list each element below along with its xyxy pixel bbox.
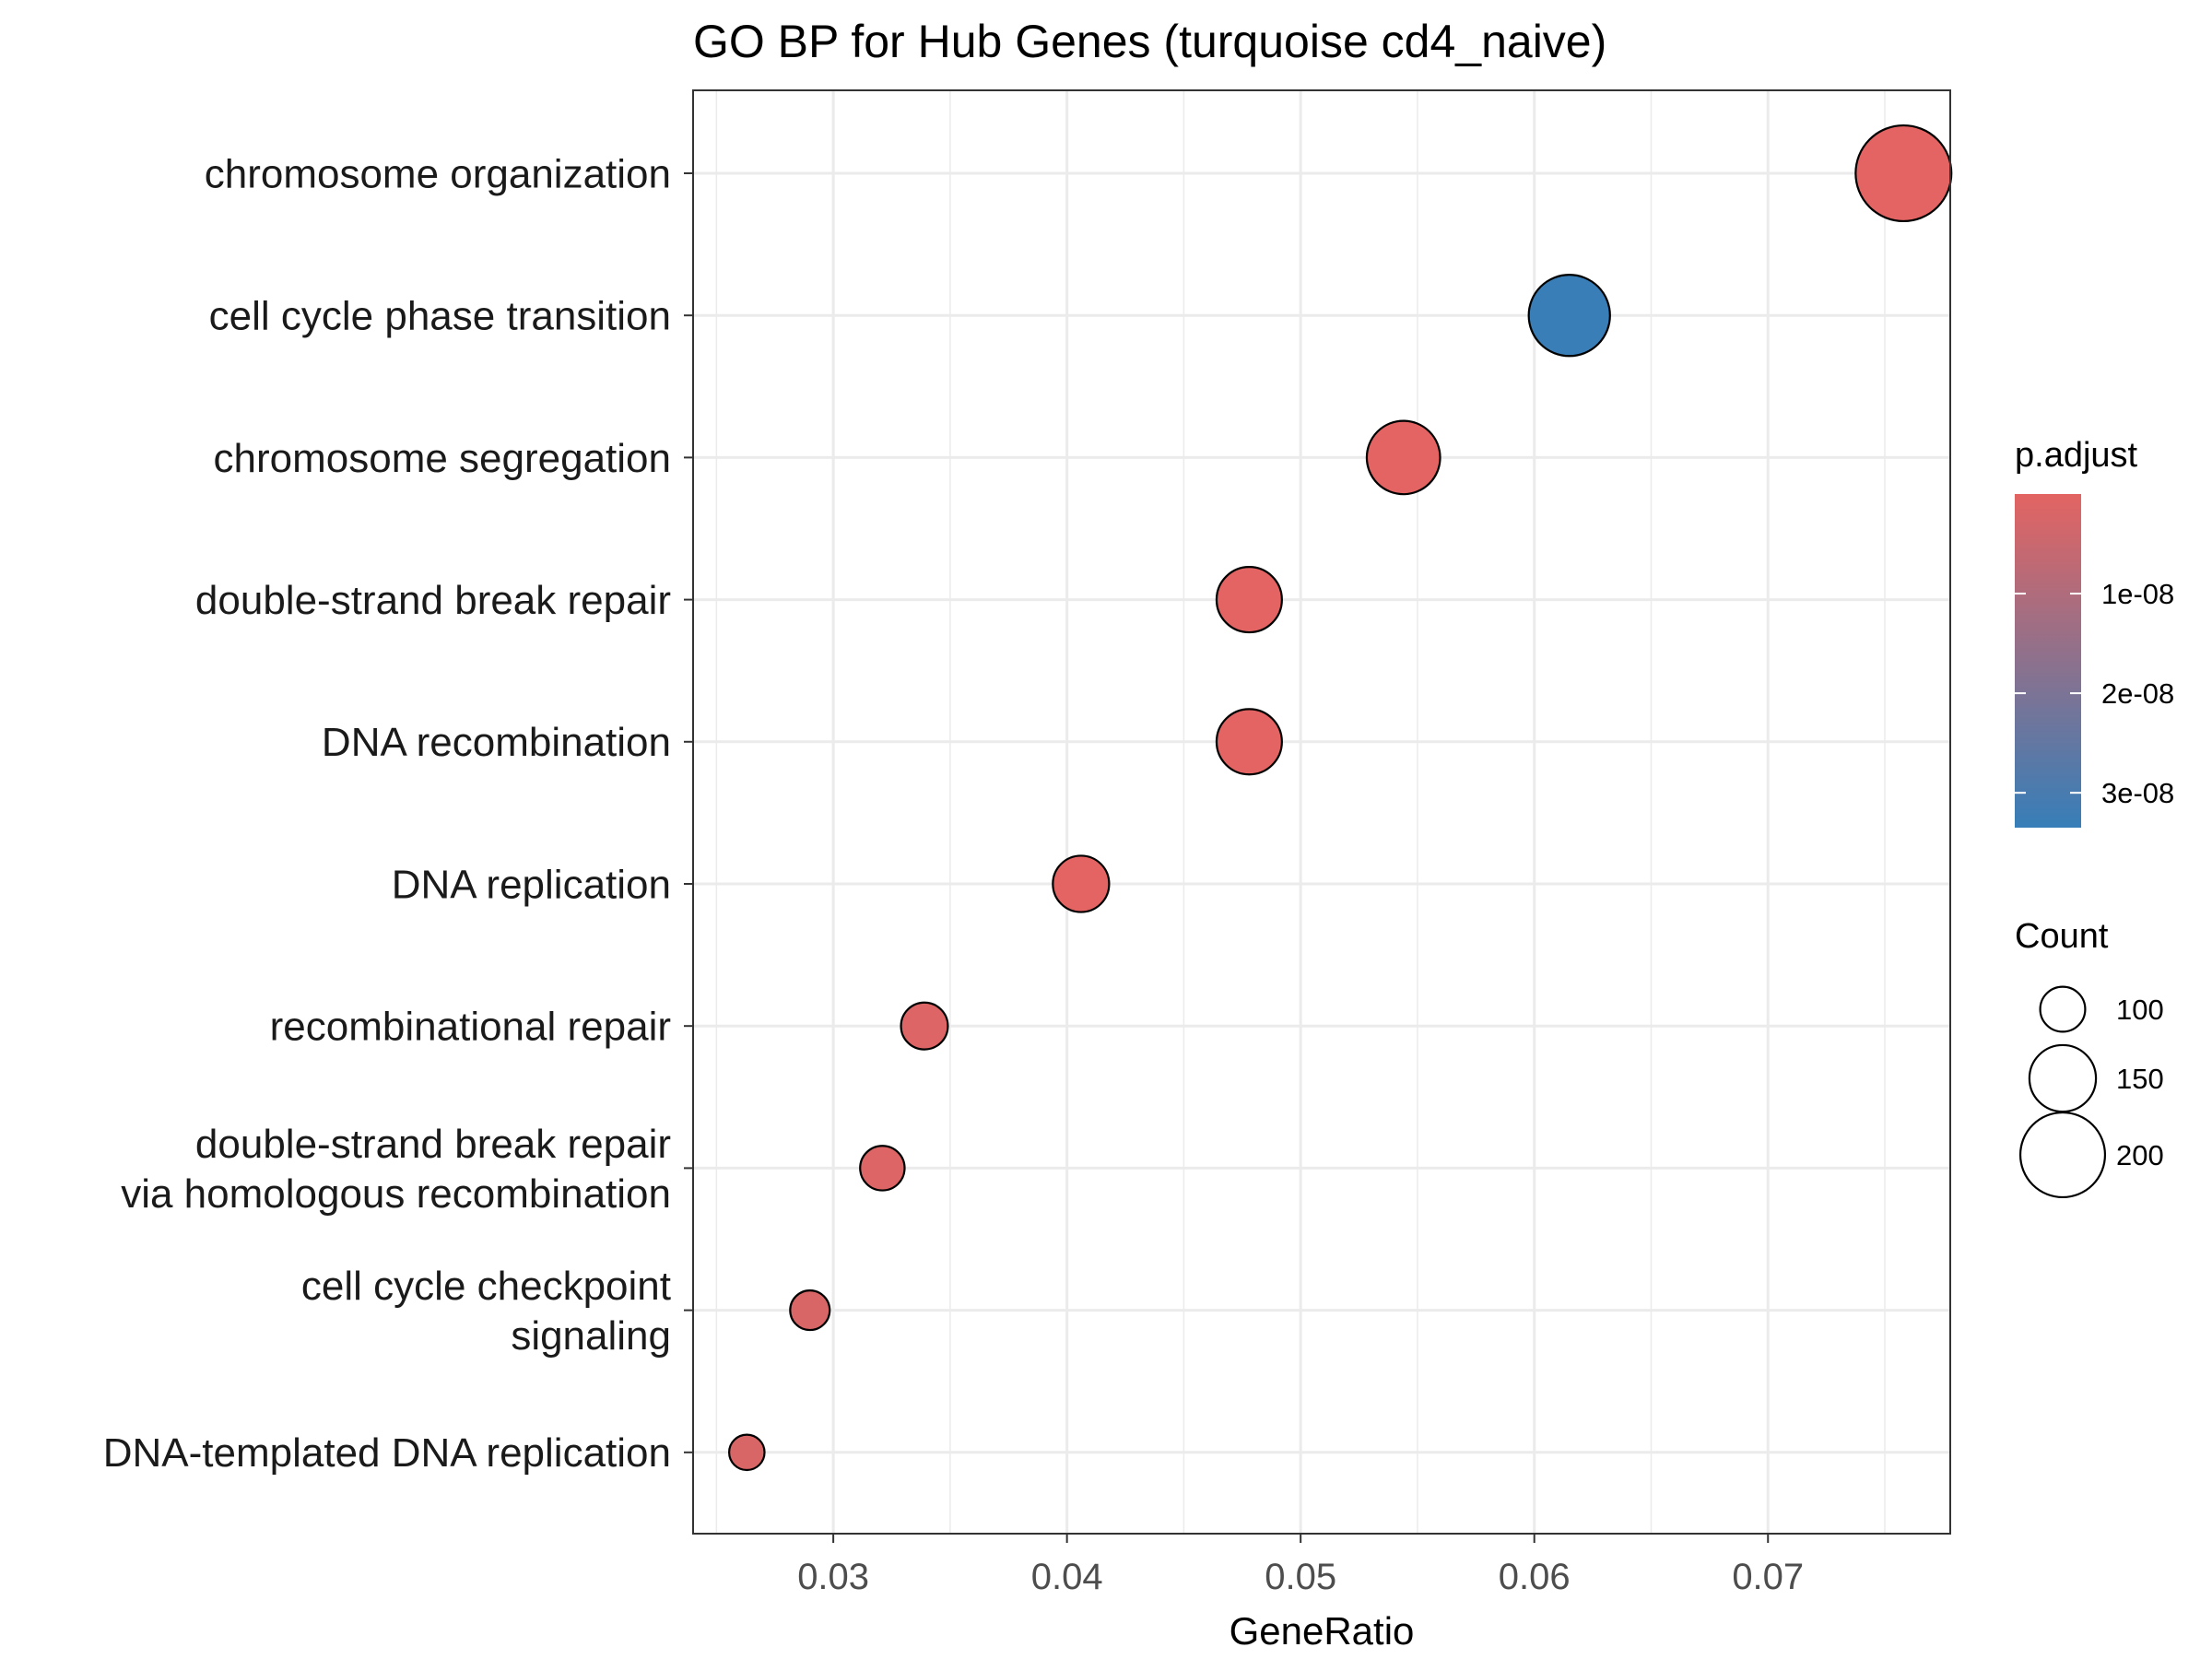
y-tick-label: cell cycle checkpoint signaling — [301, 1264, 671, 1359]
y-tick-label-line: recombinational repair — [270, 1005, 671, 1050]
y-tick-label-line: DNA replication — [392, 862, 671, 907]
p-adjust-legend: p.adjust 1e-08 2e-08 3e-08 — [2015, 436, 2174, 828]
p-adjust-legend-title: p.adjust — [2015, 436, 2138, 475]
plot-panel-border — [692, 89, 1951, 1535]
y-tick-label-line: DNA-templated DNA replication — [103, 1430, 671, 1476]
data-point — [1215, 708, 1283, 776]
y-tick-label: DNA replication — [392, 862, 671, 907]
y-tick-label-line: cell cycle checkpoint — [301, 1264, 671, 1309]
x-tick-label: 0.07 — [1732, 1557, 1804, 1597]
y-tick-label-line: via homologous recombination — [121, 1171, 671, 1217]
y-tick-label-line: DNA recombination — [322, 720, 671, 765]
p-adjust-colorbar-ticks: 1e-08 2e-08 3e-08 — [2015, 578, 2174, 809]
y-tick-label: double-strand break repair via homologous… — [121, 1122, 671, 1217]
count-legend-keys: 100 150 200 — [2018, 985, 2164, 1199]
y-tick-label: DNA-templated DNA replication — [103, 1430, 671, 1476]
count-legend-key — [2028, 1043, 2098, 1113]
count-legend-key — [2018, 1111, 2107, 1199]
chart-title: GO BP for Hub Genes (turquoise cd4_naive… — [693, 16, 1606, 67]
count-legend-label: 100 — [2116, 994, 2164, 1026]
y-tick-label: DNA recombination — [322, 720, 671, 765]
x-tick-label: 0.06 — [1499, 1557, 1571, 1597]
p-adjust-colorbar — [2015, 494, 2081, 828]
x-tick-label: 0.03 — [797, 1557, 869, 1597]
y-tick-label-line: cell cycle phase transition — [209, 294, 671, 339]
y-tick-label-line: chromosome segregation — [214, 436, 671, 481]
x-axis: 0.03 0.04 0.05 0.06 0.07 — [797, 1534, 1804, 1597]
data-point — [1215, 566, 1283, 634]
y-axis: chromosome organization cell cycle phase … — [103, 151, 693, 1476]
count-legend-title: Count — [2015, 917, 2109, 956]
count-legend-label: 150 — [2116, 1063, 2164, 1095]
y-tick-label: cell cycle phase transition — [209, 294, 671, 339]
y-tick-label: double-strand break repair — [195, 578, 671, 623]
colorbar-tick-label: 3e-08 — [2101, 777, 2174, 809]
colorbar-tick-label: 2e-08 — [2101, 677, 2174, 710]
y-tick-label-line: signaling — [511, 1313, 671, 1359]
data-point — [1854, 124, 1953, 223]
minor-gridlines — [715, 90, 1886, 1534]
x-tick-label: 0.05 — [1265, 1557, 1336, 1597]
y-tick-label-line: double-strand break repair — [195, 1122, 671, 1167]
data-point — [1365, 419, 1441, 496]
y-tick-label: chromosome segregation — [214, 436, 671, 481]
y-tick-label: recombinational repair — [270, 1005, 671, 1050]
data-point — [900, 1001, 949, 1051]
data-point — [859, 1145, 906, 1192]
y-tick-label-line: chromosome organization — [205, 151, 671, 196]
data-points — [728, 124, 1953, 1472]
colorbar-tick-label: 1e-08 — [2101, 578, 2174, 610]
data-point — [1052, 854, 1111, 913]
y-tick-label-line: double-strand break repair — [195, 578, 671, 623]
data-point — [789, 1289, 831, 1332]
plot-panel-background — [693, 90, 1950, 1534]
x-tick-label: 0.04 — [1031, 1557, 1103, 1597]
data-point — [1527, 274, 1611, 358]
count-legend-label: 200 — [2116, 1139, 2164, 1171]
x-axis-title: GeneRatio — [1230, 1609, 1415, 1653]
y-tick-label: chromosome organization — [205, 151, 671, 196]
data-point — [728, 1433, 766, 1472]
count-legend: Count 100 150 200 — [2015, 917, 2164, 1199]
count-legend-key — [2039, 985, 2087, 1033]
